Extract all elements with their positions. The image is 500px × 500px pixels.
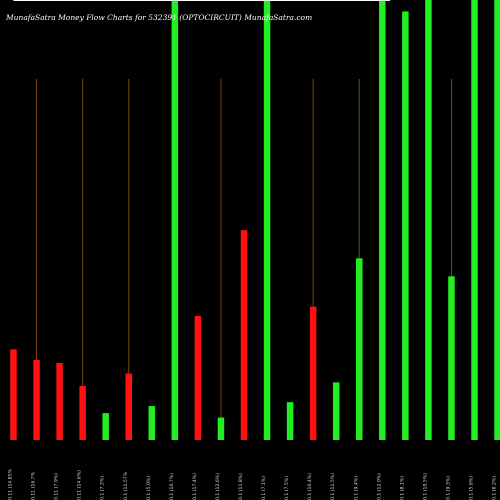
x-tick-label: 0.1 (10.4%) bbox=[307, 473, 313, 500]
x-tick-label: 0.1 (10.7%) bbox=[169, 473, 175, 500]
bar-up bbox=[425, 0, 432, 440]
x-tick-label: 0.1 (7.3%) bbox=[100, 476, 106, 500]
bar-up bbox=[102, 413, 109, 440]
bar-up bbox=[448, 276, 455, 440]
bar-down bbox=[240, 230, 248, 440]
x-tick-label: 0.1 (11.5%) bbox=[330, 473, 336, 500]
x-tick-label: 0.11 (14.6%) bbox=[77, 470, 83, 500]
bar-up bbox=[356, 258, 363, 440]
bar-up bbox=[286, 402, 294, 440]
bar-up bbox=[171, 0, 179, 440]
bar-up bbox=[379, 0, 386, 440]
x-tick-label: 0.1 (11.57% bbox=[123, 471, 129, 500]
bar-up bbox=[332, 382, 340, 440]
bar-down bbox=[10, 349, 17, 440]
chart-title: MunafaSatra Money Flow Charts for 532391… bbox=[6, 13, 313, 22]
x-tick-label: 0.1 (5.8%) bbox=[469, 476, 475, 500]
bar-up bbox=[148, 406, 156, 440]
x-tick-label: 0.1 (12.6%) bbox=[215, 473, 221, 500]
bar-down bbox=[79, 385, 86, 440]
x-tick-label: 0.1 (8.2%) bbox=[492, 476, 498, 500]
bar-up bbox=[217, 417, 225, 440]
x-tick-label: 0.11 (16.7% bbox=[31, 471, 37, 500]
x-tick-label: 0.1 (9.3%) bbox=[445, 476, 451, 500]
x-tick-label: 0.1 (10.5%) bbox=[422, 473, 428, 500]
bar-down bbox=[309, 306, 317, 440]
x-tick-label: 0.1 (9.4%) bbox=[353, 476, 359, 500]
bar-up bbox=[263, 0, 271, 440]
x-tick-label: 0.11 (7.9%) bbox=[54, 473, 60, 500]
x-tick-label: 0.1 (17.4%) bbox=[192, 473, 198, 500]
bar-down bbox=[125, 373, 132, 440]
bar-up bbox=[471, 0, 478, 440]
bar-down bbox=[194, 315, 202, 440]
x-tick-label: 0.1 (7.5%) bbox=[284, 476, 290, 500]
x-tick-label: 0.1 (11.8%) bbox=[238, 473, 244, 500]
bar-down bbox=[56, 363, 63, 440]
bar-up bbox=[402, 11, 409, 440]
x-tick-label: 0.1 (8.1%) bbox=[399, 476, 405, 500]
x-tick-label: 0.1 (12.0%) bbox=[376, 473, 382, 500]
bar-up bbox=[494, 0, 500, 440]
x-tick-label: 0.1 (5.0%) bbox=[146, 476, 152, 500]
bar-down bbox=[33, 359, 40, 440]
x-tick-label: 0.1 (7.1%) bbox=[261, 476, 267, 500]
x-axis-labels: 0.11 (14.85% 0.11 (16.7% 0.11 (7.9%) 0.11 (… bbox=[8, 468, 498, 500]
bar-series bbox=[10, 0, 500, 440]
x-tick-label: 0.11 (14.85% bbox=[8, 468, 14, 500]
